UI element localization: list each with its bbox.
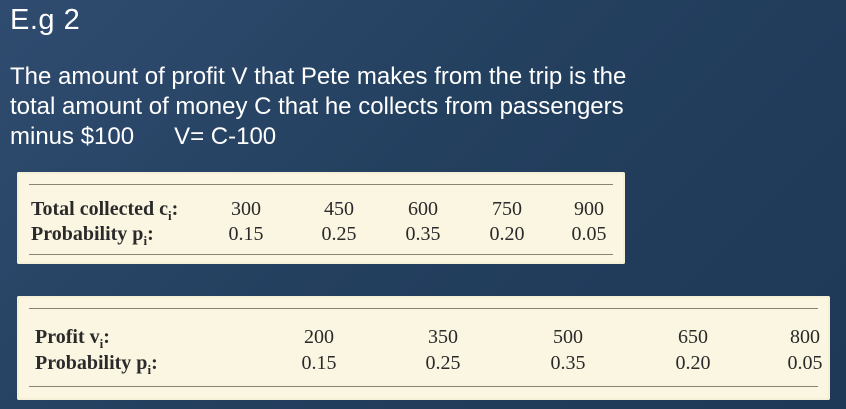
problem-description: The amount of profit V that Pete makes f… xyxy=(10,62,830,152)
profit-distribution-table: Profit vi: 200 350 500 650 800 Probabili… xyxy=(17,296,830,400)
table-cell: 200 xyxy=(304,326,334,348)
table-cell: 600 xyxy=(408,198,438,220)
table-cell: 800 xyxy=(790,326,820,348)
table-top-rule xyxy=(29,308,818,309)
row-label: Profit vi: xyxy=(35,326,110,351)
description-line-1: The amount of profit V that Pete makes f… xyxy=(10,63,627,90)
collected-distribution-table: Total collected ci: 300 450 600 750 900 … xyxy=(17,172,625,264)
table-cell: 450 xyxy=(324,198,354,220)
table-cell: 0.20 xyxy=(489,223,525,245)
table-bottom-rule xyxy=(29,386,818,387)
table-cell: 0.05 xyxy=(787,352,823,374)
description-line-3: minus $100 V= C-100 xyxy=(10,122,830,152)
row-label: Probability pi: xyxy=(35,352,158,377)
table-row: Total collected ci: 300 450 600 750 900 xyxy=(31,198,621,223)
table-cell: 750 xyxy=(492,198,522,220)
profit-equation: V= C-100 xyxy=(174,123,277,150)
table-cell: 0.15 xyxy=(228,223,264,245)
table-cell: 0.25 xyxy=(321,223,357,245)
row-label: Probability pi: xyxy=(31,223,154,248)
table-cell: 0.15 xyxy=(301,352,337,374)
table-cell: 900 xyxy=(574,198,604,220)
table-cell: 500 xyxy=(553,326,583,348)
table-cell: 300 xyxy=(231,198,261,220)
slide-heading: E.g 2 xyxy=(10,4,81,36)
table-bottom-rule xyxy=(29,254,613,255)
table-cell: 0.35 xyxy=(550,352,586,374)
table-cell: 650 xyxy=(678,326,708,348)
table-cell: 0.20 xyxy=(675,352,711,374)
table-cell: 0.25 xyxy=(425,352,461,374)
table-cell: 350 xyxy=(428,326,458,348)
table-cell: 0.35 xyxy=(405,223,441,245)
table-row: Probability pi: 0.15 0.25 0.35 0.20 0.05 xyxy=(31,223,621,248)
table-cell: 0.05 xyxy=(571,223,607,245)
table-row: Probability pi: 0.15 0.25 0.35 0.20 0.05 xyxy=(35,352,825,377)
description-line-3-text: minus $100 xyxy=(10,123,135,150)
table-row: Profit vi: 200 350 500 650 800 xyxy=(35,326,825,351)
row-label: Total collected ci: xyxy=(31,198,179,223)
table-top-rule xyxy=(29,184,613,185)
description-line-2: total amount of money C that he collects… xyxy=(10,93,624,120)
